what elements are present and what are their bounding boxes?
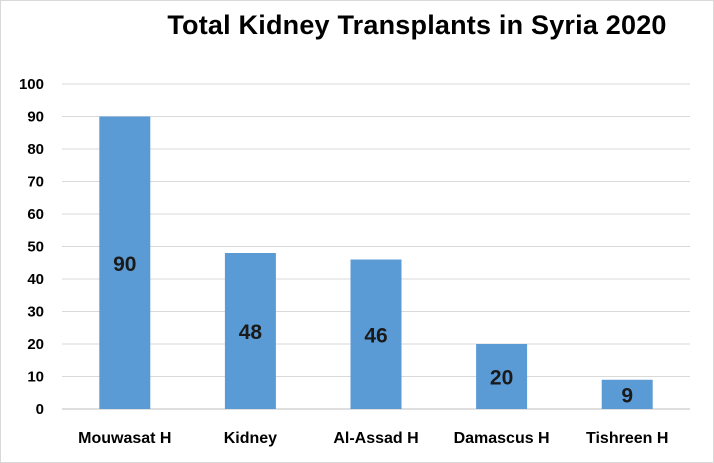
x-category-label: Damascus H [454, 430, 550, 447]
data-labels: 90 48 46 20 9 [113, 253, 633, 408]
data-label: 90 [113, 253, 136, 276]
data-label: 20 [490, 367, 513, 390]
x-category-label: Al-Assad H [333, 430, 418, 447]
y-tick-label: 90 [27, 109, 44, 126]
data-label: 9 [621, 384, 633, 407]
y-tick-label: 60 [27, 206, 44, 223]
y-tick-label: 50 [27, 239, 44, 256]
y-tick-label: 30 [27, 304, 44, 321]
bars [99, 116, 653, 409]
bar-mouwasat-h [99, 116, 151, 409]
bar-damascus-h [476, 344, 528, 409]
y-tick-label: 40 [27, 271, 44, 288]
x-category-label: Kidney [224, 430, 277, 447]
bar-tishreen-h [601, 379, 653, 409]
data-label: 48 [239, 321, 263, 344]
y-tick-label: 20 [27, 336, 44, 353]
y-tick-label: 100 [19, 76, 44, 93]
y-tick-label: 10 [27, 369, 44, 386]
data-label: 46 [364, 324, 387, 347]
x-axis-category-labels: Mouwasat H Kidney Al-Assad H Damascus H Tish… [78, 430, 668, 447]
x-category-label: Mouwasat H [78, 430, 171, 447]
bar-kidney [224, 253, 276, 409]
y-tick-label: 70 [27, 174, 44, 191]
chart-title: Total Kidney Transplants in Syria 2020 [167, 10, 667, 40]
y-axis-tick-labels: 0 10 20 30 40 50 60 70 80 90 100 [19, 76, 44, 418]
gridlines [62, 83, 690, 410]
y-tick-label: 0 [36, 401, 44, 418]
x-category-label: Tishreen H [586, 430, 668, 447]
bar-al-assad-h [350, 259, 402, 409]
y-tick-label: 80 [27, 141, 44, 158]
